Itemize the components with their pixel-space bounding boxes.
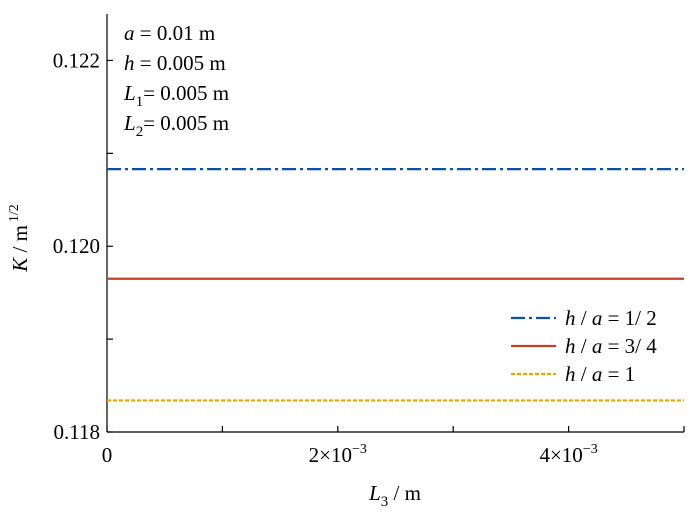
parameter-label: h = 0.005 m [124,51,226,75]
x-tick-label: 4×10−3 [539,442,597,467]
y-tick-label: 0.122 [53,48,100,72]
axes: 0 2×10−3 4×10−3 0.118 0.120 0.122 [53,14,685,467]
x-tick-label: 2×10−3 [309,442,367,467]
axis-titles: L3 / m K / m1/2 [7,204,421,510]
legend: h / a = 1/ 2 h / a = 3/ 4 h / a = 1 [511,306,657,386]
legend-label-1: h / a = 1/ 2 [565,306,657,330]
y-tick-label: 0.118 [54,420,100,444]
legend-label-3: h / a = 1 [565,362,635,386]
parameter-label: L1= 0.005 m [123,81,229,110]
series-layer [107,168,684,402]
parameter-label: L2= 0.005 m [123,111,229,140]
legend-label-2: h / a = 3/ 4 [565,334,657,358]
x-tick-label: 0 [102,443,113,467]
y-axis-title: K / m1/2 [7,204,32,273]
y-tick-label: 0.120 [53,234,100,258]
parameter-annotations: a = 0.01 m h = 0.005 m L1= 0.005 mL2= 0.00… [123,21,229,140]
x-axis-title: L3 / m [368,481,421,510]
parameter-label: a = 0.01 m [124,21,215,45]
